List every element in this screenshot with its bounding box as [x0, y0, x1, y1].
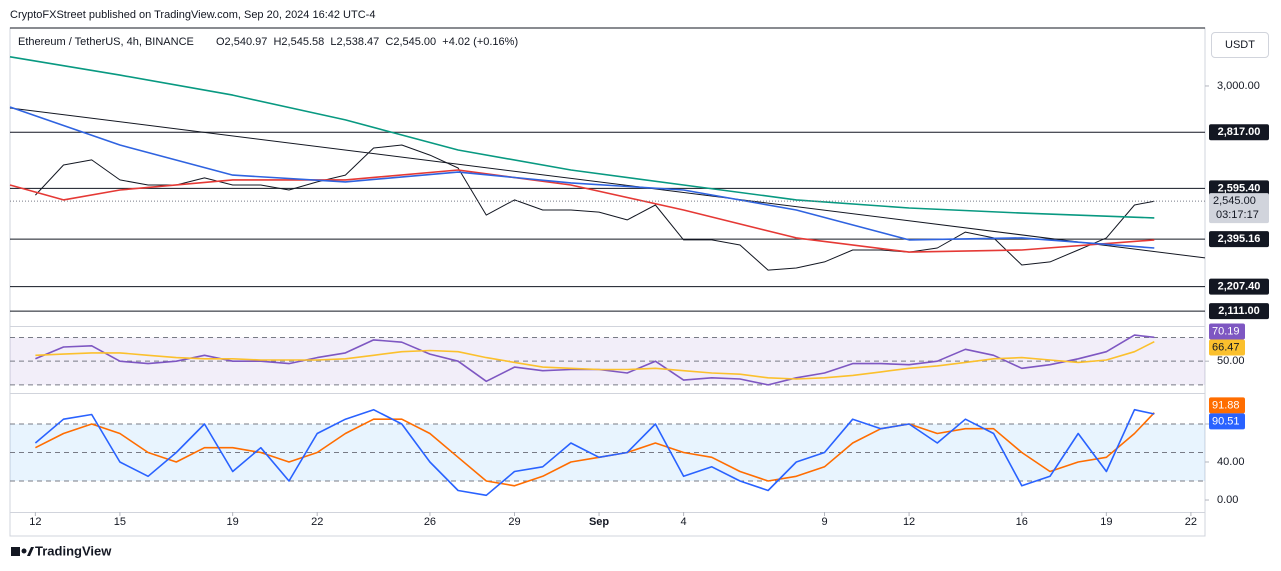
x-tick-label: 4 [681, 516, 687, 528]
publisher-line: CryptoFXStreet published on TradingView.… [10, 9, 376, 21]
level-label: 2,595.40 [1218, 182, 1261, 194]
level-label-box [1209, 231, 1269, 248]
tradingview-logo: TradingView [11, 543, 112, 558]
ohlc: O2,540.97 H2,545.58 L2,538.47 C2,545.00 … [216, 36, 519, 48]
last-price-box [1209, 193, 1269, 224]
x-tick-label: 22 [311, 516, 323, 528]
level-label-box [1209, 124, 1269, 141]
x-tick-label: 26 [424, 516, 436, 528]
y-tick-label: 50.00 [1217, 355, 1245, 367]
value-label: 91.88 [1212, 399, 1240, 411]
series-line [35, 340, 1155, 380]
y-tick-label: 0.00 [1217, 494, 1238, 506]
last-price-label: 2,545.00 [1213, 195, 1256, 207]
level-label-box [1209, 180, 1269, 197]
trendline [9, 107, 1206, 259]
level-label: 2,817.00 [1218, 126, 1261, 138]
series-line [34, 408, 1155, 497]
x-tick-label: 16 [1016, 516, 1028, 528]
y-tick-label: 3,000.00 [1217, 80, 1260, 92]
level-label-box [1209, 278, 1269, 295]
x-tick-label: 9 [821, 516, 827, 528]
value-label: 70.19 [1212, 325, 1240, 337]
countdown: 03:17:17 [1216, 209, 1259, 221]
value-label-box [1209, 413, 1245, 430]
level-label: 2,111.00 [1218, 305, 1260, 317]
series-line [9, 56, 1155, 219]
x-tick-label: 19 [227, 516, 239, 528]
pane: 3,000.00 12 15 19 22 26 29 Sep 4 9 12 16 19 22 2,817.0… [9, 56, 1269, 528]
x-tick-label: 19 [1100, 516, 1112, 528]
value-label: 90.51 [1212, 415, 1240, 427]
footer-brand: TradingView [35, 543, 112, 558]
series-line [9, 106, 1155, 249]
pane: 50.00 70.19 66.47 [10, 323, 1245, 386]
currency-button[interactable]: USDT [1211, 32, 1269, 58]
x-tick-label: 12 [903, 516, 915, 528]
value-label: 66.47 [1212, 341, 1240, 353]
x-tick-label: 29 [508, 516, 520, 528]
y-tick-label: 40.00 [1217, 456, 1245, 468]
level-label: 2,395.16 [1218, 233, 1261, 245]
x-tick-label: Sep [589, 516, 609, 528]
value-label-box [1209, 397, 1245, 414]
x-tick-label: 12 [29, 516, 41, 528]
series-line [35, 144, 1155, 271]
level-label: 2,207.40 [1218, 281, 1261, 293]
value-label-box [1209, 339, 1245, 356]
x-tick-label: 22 [1185, 516, 1197, 528]
x-tick-label: 15 [114, 516, 126, 528]
symbol: Ethereum / TetherUS, 4h, BINANCE [18, 36, 194, 48]
level-label-box [1209, 303, 1269, 320]
value-label-box [1209, 323, 1245, 340]
